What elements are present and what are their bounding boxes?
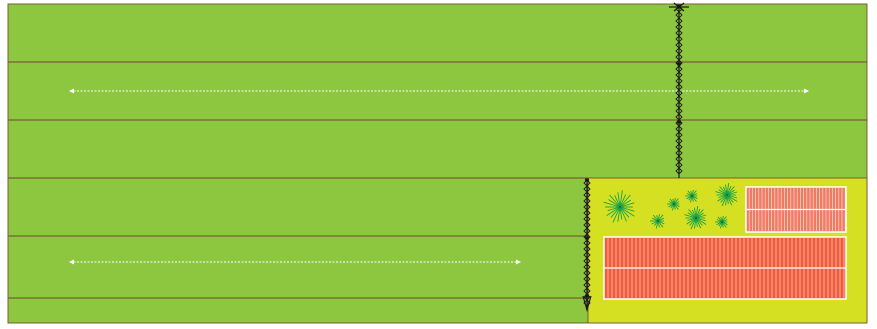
- planting-bed-small: [745, 186, 847, 233]
- fence-icon: [582, 178, 592, 313]
- fence-group: [582, 2, 689, 313]
- tree-icon: [715, 215, 728, 229]
- fence-icon: [669, 2, 689, 178]
- tree-group: [603, 183, 738, 230]
- tree-icon: [650, 214, 665, 229]
- tree-icon: [715, 183, 738, 207]
- tree-icon: [603, 190, 635, 223]
- tree-icon: [684, 206, 707, 230]
- tree-icon: [667, 197, 680, 211]
- planting-bed-large: [603, 236, 847, 300]
- tree-icon: [685, 189, 698, 203]
